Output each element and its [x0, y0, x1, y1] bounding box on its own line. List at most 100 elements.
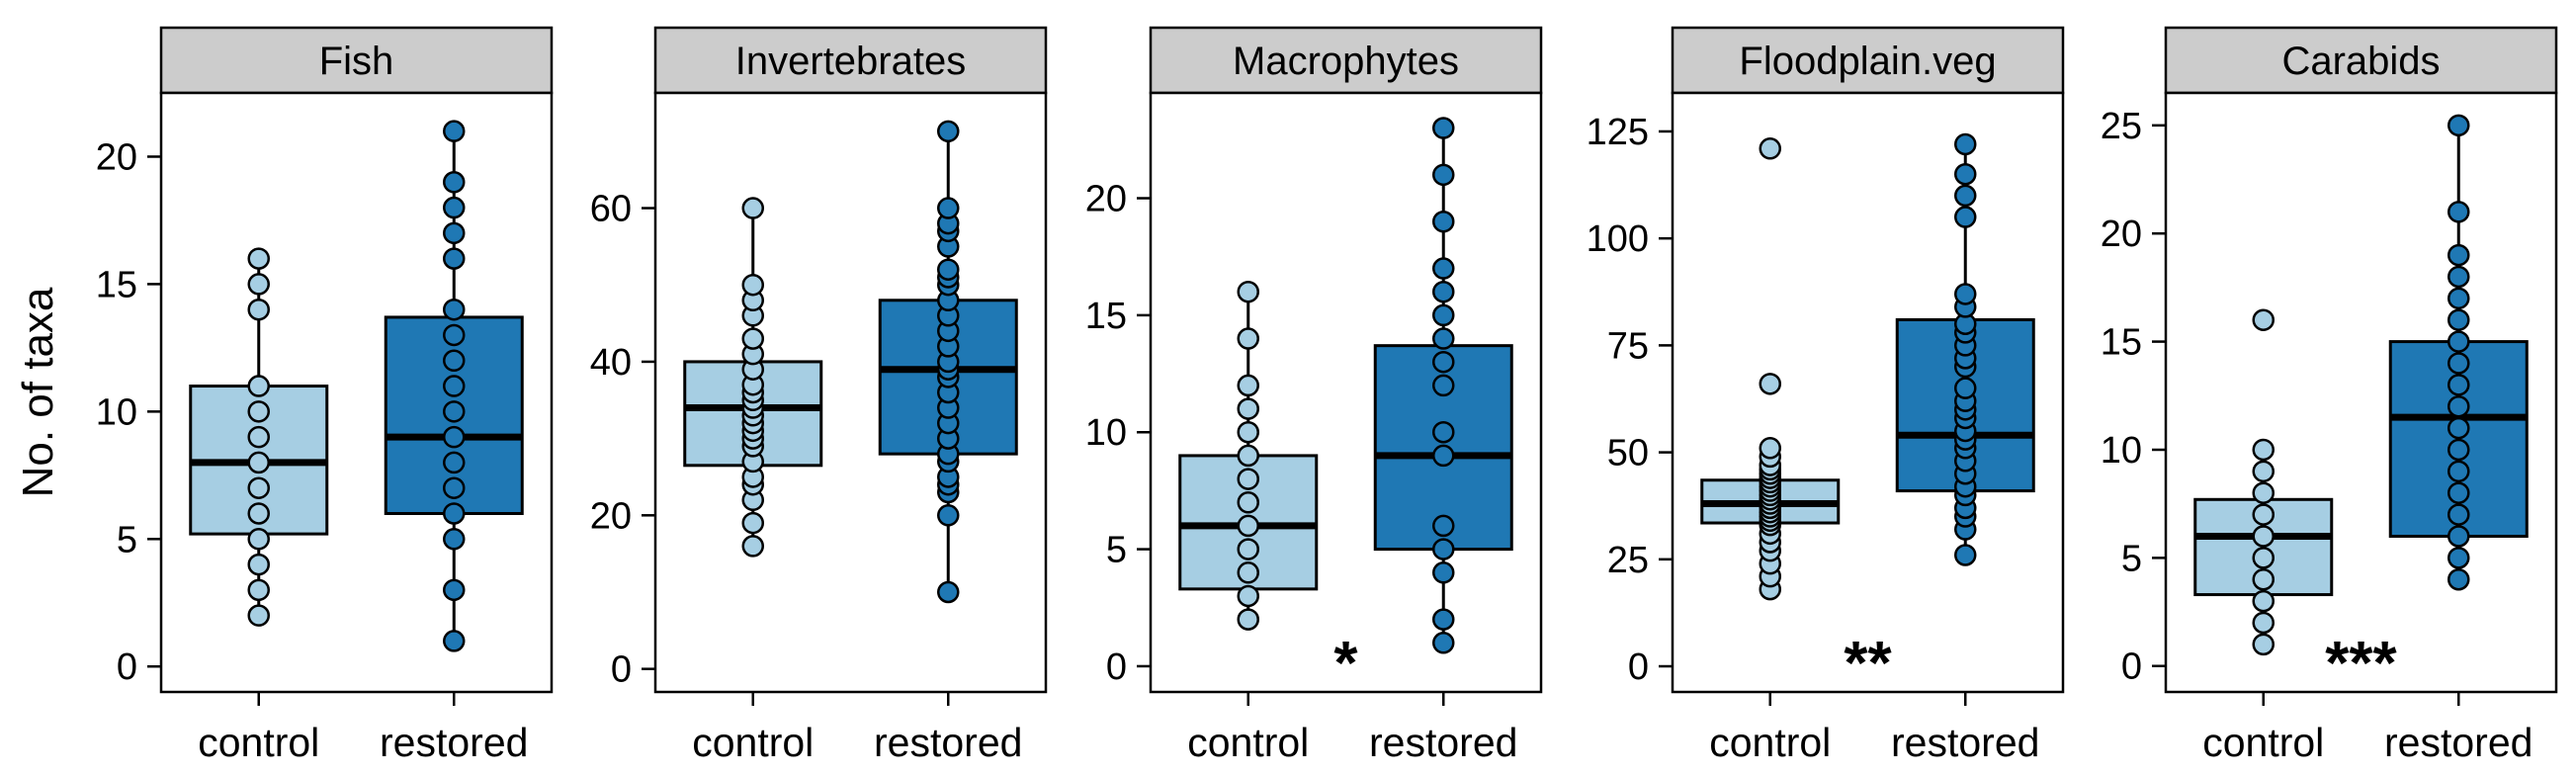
data-point	[2252, 547, 2275, 569]
data-point	[247, 375, 270, 397]
x-category-label: control	[198, 720, 319, 765]
data-point	[443, 578, 466, 602]
panel-strip	[2164, 26, 2558, 95]
data-point	[2447, 460, 2470, 483]
x-category-label: restored	[2384, 720, 2533, 765]
x-category-label: control	[1187, 720, 1309, 765]
box-restored	[2388, 114, 2529, 591]
data-point	[1954, 162, 1977, 186]
data-point	[1759, 437, 1781, 460]
data-point	[443, 196, 466, 219]
data-point	[443, 476, 466, 499]
panel-title: Macrophytes	[1233, 40, 1459, 83]
data-point	[247, 578, 270, 602]
data-point	[443, 171, 466, 194]
data-point	[443, 375, 466, 397]
y-tick-label: 125	[1587, 112, 1649, 153]
data-point	[1432, 257, 1455, 280]
significance-label: *	[1333, 630, 1358, 698]
data-point	[1237, 397, 1259, 420]
panel-macrophytes: Macrophytes 0 5 10 15 20 control restored*	[1085, 26, 1543, 765]
data-point	[1432, 420, 1455, 444]
y-tick-label: 60	[590, 189, 632, 230]
data-point	[247, 553, 270, 576]
data-point	[1432, 210, 1455, 233]
y-tick-label: 20	[96, 136, 137, 178]
data-point	[443, 425, 466, 449]
data-point	[1237, 374, 1259, 397]
data-point	[247, 273, 270, 296]
y-tick-label: 0	[1628, 646, 1649, 688]
y-tick-label: 10	[96, 391, 137, 433]
data-point	[2252, 611, 2275, 635]
data-point	[2252, 460, 2275, 483]
panel-strip	[159, 26, 554, 95]
x-category-label: restored	[380, 720, 528, 765]
data-point	[1432, 327, 1455, 350]
data-point	[1759, 373, 1781, 395]
data-point	[443, 349, 466, 373]
data-point	[443, 400, 466, 423]
box-restored	[384, 120, 524, 652]
data-point	[2447, 481, 2470, 504]
panel-fish: Fish 0 5 10 15 20 control restored	[96, 26, 554, 765]
box-control	[2193, 308, 2334, 656]
data-point	[2252, 438, 2275, 462]
data-point	[1237, 608, 1259, 631]
y-tick-label: 25	[2101, 106, 2142, 147]
significance-label: **	[1844, 630, 1892, 698]
y-tick-label: 5	[1106, 530, 1127, 571]
x-category-label: control	[692, 720, 814, 765]
x-category-label: restored	[1369, 720, 1517, 765]
data-point	[2252, 567, 2275, 591]
data-point	[1237, 420, 1259, 444]
data-point	[443, 502, 466, 525]
y-tick-label: 20	[590, 495, 632, 537]
data-point	[1432, 350, 1455, 374]
data-point	[2252, 525, 2275, 548]
data-point	[741, 327, 764, 350]
y-tick-label: 40	[590, 342, 632, 384]
data-point	[2447, 394, 2470, 418]
data-point	[1954, 132, 1977, 156]
data-point	[1954, 377, 1977, 399]
data-point	[247, 247, 270, 270]
data-point	[1237, 561, 1259, 584]
data-point	[741, 535, 764, 558]
data-point	[937, 258, 960, 281]
data-point	[1954, 283, 1977, 305]
y-tick-label: 0	[117, 646, 137, 688]
data-point	[247, 476, 270, 499]
data-point	[937, 580, 960, 604]
data-point	[1237, 468, 1259, 490]
data-point	[1954, 544, 1977, 566]
x-category-label: control	[2202, 720, 2324, 765]
x-category-label: restored	[1891, 720, 2039, 765]
panel-strip	[1671, 26, 2065, 95]
data-point	[1954, 184, 1977, 208]
data-point	[2447, 374, 2470, 396]
data-point	[937, 120, 960, 143]
data-point	[2447, 503, 2470, 526]
data-point	[443, 120, 466, 142]
y-tick-label: 0	[611, 649, 632, 691]
data-point	[1237, 327, 1259, 350]
y-tick-label: 5	[2121, 538, 2142, 579]
data-point	[2447, 287, 2470, 310]
data-point	[1432, 632, 1455, 654]
data-point	[2447, 525, 2470, 548]
x-category-label: control	[1709, 720, 1831, 765]
box-restored	[1373, 117, 1513, 654]
data-point	[1432, 538, 1455, 560]
data-point	[1237, 584, 1259, 608]
data-point	[2252, 633, 2275, 656]
data-point	[1432, 514, 1455, 538]
y-tick-label: 25	[1607, 540, 1649, 581]
data-point	[2447, 308, 2470, 331]
data-point	[443, 528, 466, 551]
data-point	[2252, 481, 2275, 504]
y-tick-label: 50	[1607, 433, 1649, 474]
data-point	[2447, 114, 2470, 137]
data-point	[1432, 303, 1455, 327]
